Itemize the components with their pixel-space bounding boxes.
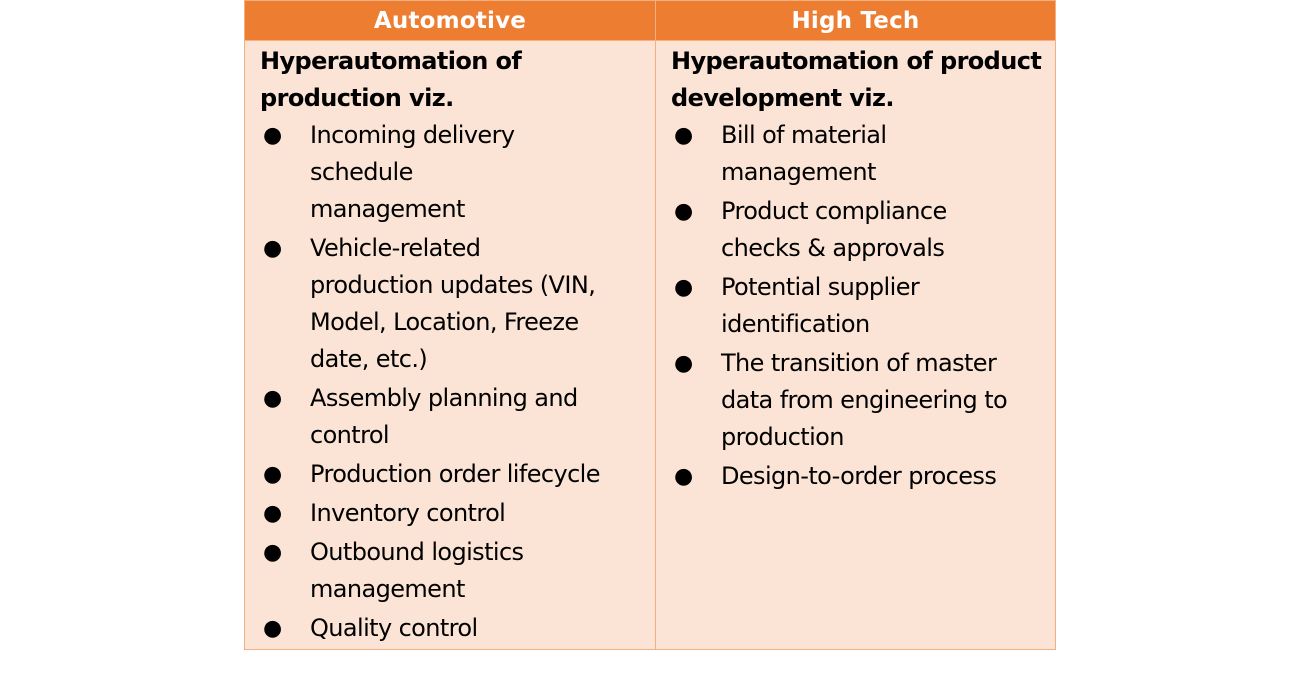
automotive-intro: Hyperautomation of production viz. — [260, 43, 655, 117]
bullet-icon: ● — [263, 123, 282, 148]
bullet-icon: ● — [263, 540, 282, 565]
high-tech-list: ● Bill of material management ● Product co… — [656, 117, 1055, 495]
list-item: ● Design-to-order process — [656, 458, 1041, 495]
bullet-icon: ● — [263, 386, 282, 411]
bullet-icon: ● — [263, 616, 282, 641]
content-row: Hyperautomation of production viz. ● Inco… — [244, 40, 1056, 650]
list-item: ● Bill of material management — [656, 117, 961, 191]
list-item: ● The transition of master data from engi… — [656, 345, 1031, 456]
list-item: ● Vehicle-related production updates (VIN… — [245, 230, 600, 378]
list-item: ● Inventory control — [245, 495, 640, 532]
list-item: ● Quality control — [245, 610, 640, 647]
automotive-cell: Hyperautomation of production viz. ● Inco… — [244, 40, 656, 650]
bullet-icon: ● — [263, 462, 282, 487]
header-high-tech: High Tech — [655, 0, 1056, 41]
list-item: ● Product compliance checks & approvals — [656, 193, 976, 267]
intro-line: Hyperautomation of — [260, 47, 522, 75]
intro-line: development viz. — [671, 84, 894, 112]
list-item: ● Outbound logistics management — [245, 534, 550, 608]
intro-line: production viz. — [260, 84, 454, 112]
bullet-icon: ● — [263, 236, 282, 261]
list-item: ● Production order lifecycle — [245, 456, 640, 493]
bullet-icon: ● — [674, 275, 693, 300]
intro-line: Hyperautomation of product — [671, 47, 1042, 75]
bullet-icon: ● — [674, 199, 693, 224]
bullet-icon: ● — [263, 501, 282, 526]
bullet-icon: ● — [674, 351, 693, 376]
bullet-icon: ● — [674, 464, 693, 489]
bullet-icon: ● — [674, 123, 693, 148]
list-item: ● Incoming delivery schedule management — [245, 117, 570, 228]
high-tech-cell: Hyperautomation of product development v… — [655, 40, 1056, 650]
header-row: Automotive High Tech — [244, 0, 1056, 41]
list-item: ● Potential supplier identification — [656, 269, 961, 343]
header-automotive: Automotive — [244, 0, 656, 41]
list-item: ● Assembly planning and control — [245, 380, 580, 454]
comparison-table: Automotive High Tech Hyperautomation of … — [244, 0, 1056, 650]
automotive-list: ● Incoming delivery schedule management ●… — [245, 117, 655, 647]
high-tech-intro: Hyperautomation of product development v… — [671, 43, 1055, 117]
